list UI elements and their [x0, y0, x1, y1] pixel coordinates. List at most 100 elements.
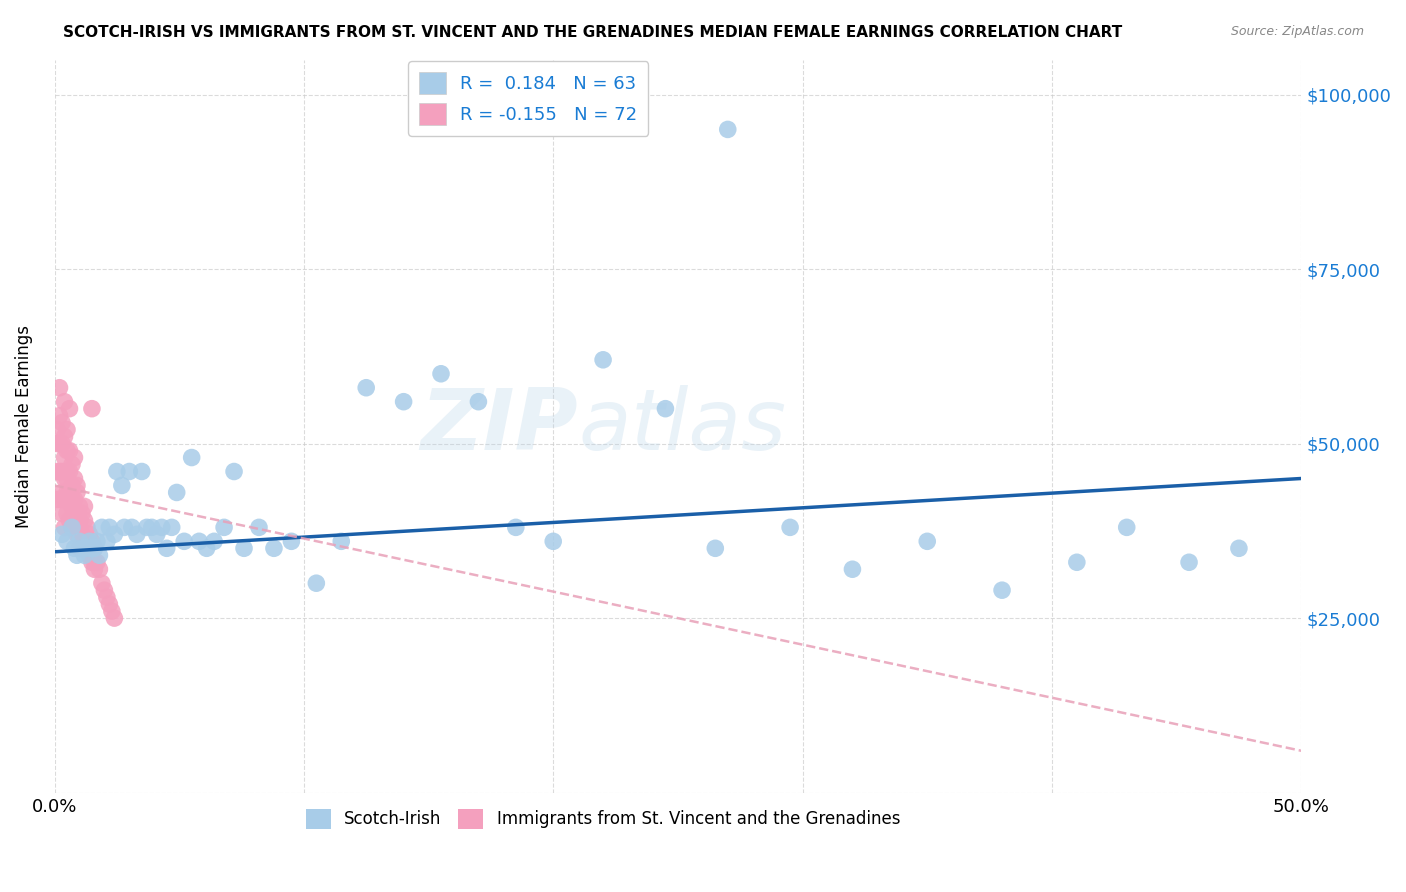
Point — [135, 520, 157, 534]
Y-axis label: Median Female Earnings: Median Female Earnings — [15, 325, 32, 528]
Point — [188, 534, 211, 549]
Point — [51, 416, 73, 430]
Point — [89, 562, 111, 576]
Point — [180, 450, 202, 465]
Point — [58, 443, 80, 458]
Point — [305, 576, 328, 591]
Point — [101, 604, 124, 618]
Point — [212, 520, 235, 534]
Point — [46, 465, 69, 479]
Point — [112, 520, 135, 534]
Point — [48, 465, 70, 479]
Point — [1178, 555, 1201, 569]
Point — [51, 436, 73, 450]
Point — [46, 423, 69, 437]
Point — [56, 534, 79, 549]
Point — [173, 534, 195, 549]
Point — [150, 520, 173, 534]
Point — [46, 492, 69, 507]
Point — [118, 465, 141, 479]
Point — [53, 450, 76, 465]
Point — [89, 549, 111, 563]
Point — [56, 465, 79, 479]
Point — [79, 549, 101, 563]
Point — [48, 409, 70, 423]
Point — [80, 401, 103, 416]
Point — [717, 122, 740, 136]
Point — [103, 527, 125, 541]
Text: ZIP: ZIP — [420, 384, 578, 467]
Point — [505, 520, 527, 534]
Point — [73, 513, 96, 527]
Point — [166, 485, 188, 500]
Point — [90, 520, 112, 534]
Point — [654, 401, 676, 416]
Point — [121, 520, 143, 534]
Point — [51, 485, 73, 500]
Point — [430, 367, 453, 381]
Point — [86, 534, 108, 549]
Point — [96, 534, 118, 549]
Point — [53, 471, 76, 485]
Point — [105, 465, 128, 479]
Point — [56, 485, 79, 500]
Point — [46, 436, 69, 450]
Point — [69, 513, 91, 527]
Point — [70, 541, 93, 556]
Point — [103, 611, 125, 625]
Point — [80, 534, 103, 549]
Point — [1066, 555, 1088, 569]
Point — [83, 562, 105, 576]
Point — [58, 513, 80, 527]
Point — [354, 381, 377, 395]
Point — [63, 492, 86, 507]
Point — [53, 520, 76, 534]
Point — [66, 527, 89, 541]
Point — [70, 507, 93, 521]
Point — [704, 541, 727, 556]
Point — [73, 534, 96, 549]
Point — [111, 478, 134, 492]
Point — [73, 549, 96, 563]
Point — [58, 465, 80, 479]
Point — [1115, 520, 1137, 534]
Point — [98, 597, 121, 611]
Point — [66, 507, 89, 521]
Point — [160, 520, 183, 534]
Legend: Scotch-Irish, Immigrants from St. Vincent and the Grenadines: Scotch-Irish, Immigrants from St. Vincen… — [299, 802, 907, 836]
Point — [263, 541, 285, 556]
Point — [83, 541, 105, 556]
Point — [233, 541, 256, 556]
Point — [592, 352, 614, 367]
Point — [69, 520, 91, 534]
Point — [76, 534, 98, 549]
Point — [53, 394, 76, 409]
Point — [991, 583, 1014, 598]
Point — [76, 541, 98, 556]
Point — [83, 555, 105, 569]
Text: Source: ZipAtlas.com: Source: ZipAtlas.com — [1230, 25, 1364, 38]
Point — [48, 381, 70, 395]
Point — [93, 583, 115, 598]
Point — [51, 465, 73, 479]
Text: atlas: atlas — [578, 384, 786, 467]
Point — [83, 541, 105, 556]
Point — [73, 500, 96, 514]
Point — [69, 541, 91, 556]
Point — [58, 401, 80, 416]
Point — [467, 394, 489, 409]
Point — [66, 485, 89, 500]
Point — [330, 534, 353, 549]
Point — [70, 527, 93, 541]
Point — [202, 534, 225, 549]
Point — [69, 534, 91, 549]
Point — [79, 527, 101, 541]
Point — [60, 520, 83, 534]
Point — [80, 541, 103, 556]
Point — [69, 500, 91, 514]
Point — [56, 423, 79, 437]
Point — [541, 534, 564, 549]
Point — [66, 549, 89, 563]
Point — [48, 436, 70, 450]
Point — [145, 527, 167, 541]
